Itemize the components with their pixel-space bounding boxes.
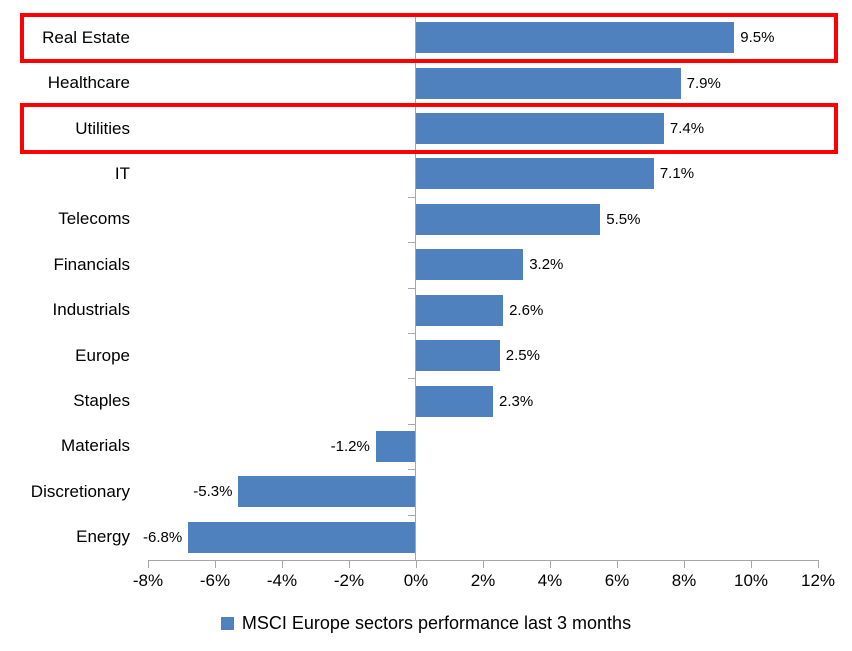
legend-label: MSCI Europe sectors performance last 3 m… [241,612,632,633]
x-axis-tick-label: 0% [403,571,429,590]
category-axis-tick [408,469,416,471]
x-axis-tick-label: -6% [199,571,231,590]
category-label: Discretionary [30,481,130,501]
category-label: Financials [53,254,130,274]
x-axis-tick [550,560,551,568]
data-label: 7.1% [659,165,695,183]
x-axis-tick [751,560,752,568]
category-label: IT [114,163,130,183]
category-label: Healthcare [47,73,130,93]
category-axis-tick [408,514,416,516]
category-label: Utilities [75,118,130,138]
bar [416,385,494,417]
bar [238,476,416,508]
category-label: Energy [76,527,130,547]
x-axis-tick [483,560,484,568]
bar [416,294,504,326]
x-axis-tick-label: 12% [800,571,836,590]
x-axis-tick [349,560,350,568]
x-axis-tick-label: -8% [132,571,164,590]
category-label: Real Estate [42,27,130,47]
x-axis-tick-label: 10% [733,571,769,590]
highlight-box-real-estate [20,12,838,63]
category-axis-tick [408,196,416,198]
x-axis-tick-label: 4% [537,571,563,590]
x-axis-tick-label: 8% [671,571,697,590]
bar [375,430,416,462]
data-label: -1.2% [330,437,370,455]
x-axis-tick [148,560,149,568]
data-label: 7.9% [686,74,721,92]
data-label: 2.3% [499,392,534,410]
bar [416,67,681,99]
category-axis-tick [408,332,416,334]
bar [416,249,524,281]
x-axis-tick [215,560,216,568]
x-axis-tick [818,560,819,568]
category-label: Telecoms [58,209,130,229]
data-label: 9.5% [740,29,775,47]
data-label: 2.5% [505,347,540,365]
category-axis-tick [408,242,416,244]
category-label: Staples [73,391,130,411]
bar [416,113,664,145]
bar [188,521,416,553]
legend: MSCI Europe sectors performance last 3 m… [0,610,852,636]
bar [416,340,500,372]
bar [416,158,654,190]
data-label: 5.5% [606,210,641,228]
category-label: Europe [75,345,130,365]
data-label: -6.8% [143,528,183,546]
x-axis-tick [416,560,417,568]
category-label: Materials [61,436,130,456]
legend-marker-icon [220,616,234,630]
x-axis-tick-label: 6% [604,571,630,590]
data-label: -5.3% [193,483,233,501]
category-axis-tick [408,378,416,380]
x-axis-tick-label: -4% [266,571,298,590]
data-label: 3.2% [529,256,564,274]
x-axis-tick [282,560,283,568]
data-label: 2.6% [509,301,544,319]
x-axis-tick [617,560,618,568]
category-axis-tick [408,423,416,425]
bar [416,22,735,54]
x-axis-tick-label: -2% [333,571,365,590]
category-label: Industrials [52,300,130,320]
category-axis-tick [408,287,416,289]
data-label: 7.4% [669,120,705,138]
highlight-box-utilities [20,103,838,154]
x-axis-tick-label: 2% [470,571,496,590]
bar [416,203,601,235]
x-axis-tick [684,560,685,568]
